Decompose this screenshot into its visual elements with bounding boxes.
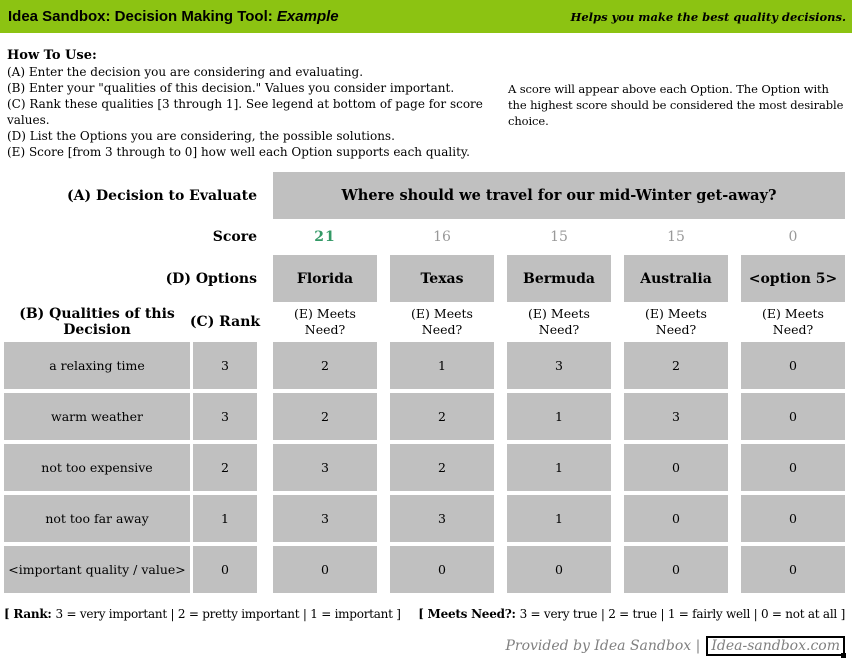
decision-label: (A) Decision to Evaluate — [67, 187, 257, 204]
quality-cell[interactable]: warm weather — [4, 393, 190, 440]
option-option5[interactable]: <option 5> — [741, 255, 845, 302]
meets-need-text: (E) Meets Need? — [645, 306, 707, 337]
rank-cell[interactable]: 3 — [193, 342, 257, 389]
score-texas: 16 — [433, 229, 451, 245]
option-bermuda[interactable]: Bermuda — [507, 255, 611, 302]
option-florida[interactable]: Florida — [273, 255, 377, 302]
value-cell[interactable]: 0 — [741, 444, 845, 491]
value-cell[interactable]: 2 — [624, 342, 728, 389]
how-to-use: How To Use: (A) Enter the decision you a… — [7, 48, 507, 160]
how-to-heading: How To Use: — [7, 48, 97, 63]
option-australia[interactable]: Australia — [624, 255, 728, 302]
legend-meets: [ Meets Need?: 3 = very true | 2 = true … — [418, 607, 845, 621]
page-title-example: Example — [276, 8, 339, 25]
page-title: Idea Sandbox: Decision Making Tool: Exam… — [0, 8, 339, 25]
value-cell[interactable]: 2 — [273, 342, 377, 389]
quality-cell[interactable]: not too expensive — [4, 444, 190, 491]
meets-need-header-1: (E) Meets Need? — [273, 302, 377, 342]
rank-header: (C) Rank — [189, 314, 261, 330]
how-to-step-d: (D) List the Options you are considering… — [7, 129, 395, 143]
score-australia: 15 — [667, 229, 685, 245]
tagline: Helps you make the best quality decision… — [570, 9, 846, 24]
value-cell[interactable]: 1 — [507, 444, 611, 491]
site-link[interactable]: Idea-sandbox.com — [706, 636, 846, 658]
value-cell[interactable]: 2 — [390, 444, 494, 491]
score-florida: 21 — [314, 229, 336, 245]
legend-rank-label: [ Rank: — [4, 607, 56, 621]
score-option5: 0 — [788, 229, 798, 245]
how-to-step-b: (B) Enter your "qualities of this decisi… — [7, 81, 455, 95]
provided-by: Provided by Idea Sandbox | — [505, 638, 701, 654]
legend-rank-text: 3 = very important | 2 = pretty importan… — [55, 607, 401, 621]
value-cell[interactable]: 2 — [273, 393, 377, 440]
footer: Provided by Idea Sandbox | Idea-sandbox.… — [505, 636, 846, 658]
decision-input[interactable]: Where should we travel for our mid-Winte… — [273, 172, 845, 219]
value-cell[interactable]: 3 — [273, 495, 377, 542]
meets-need-text: (E) Meets Need? — [294, 306, 356, 337]
value-cell[interactable]: 3 — [273, 444, 377, 491]
quality-cell[interactable]: a relaxing time — [4, 342, 190, 389]
meets-need-header-2: (E) Meets Need? — [390, 302, 494, 342]
value-cell[interactable]: 3 — [624, 393, 728, 440]
legend-meets-text: 3 = very true | 2 = true | 1 = fairly we… — [519, 607, 846, 621]
value-cell[interactable]: 0 — [741, 393, 845, 440]
value-cell[interactable]: 0 — [741, 546, 845, 593]
value-cell[interactable]: 0 — [741, 495, 845, 542]
page-title-main: Idea Sandbox: Decision Making Tool: — [8, 8, 277, 25]
how-to-step-c: (C) Rank these qualities [3 through 1]. … — [7, 97, 483, 127]
legend: [ Rank: 3 = very important | 2 = pretty … — [4, 607, 845, 621]
rank-cell[interactable]: 2 — [193, 444, 257, 491]
value-cell[interactable]: 1 — [507, 393, 611, 440]
option-texas[interactable]: Texas — [390, 255, 494, 302]
decision-matrix: (A) Decision to Evaluate Where should we… — [4, 172, 845, 593]
meets-need-text: (E) Meets Need? — [411, 306, 473, 337]
header-bar: Idea Sandbox: Decision Making Tool: Exam… — [0, 0, 852, 33]
value-cell[interactable]: 0 — [741, 342, 845, 389]
value-cell[interactable]: 0 — [624, 495, 728, 542]
rank-cell[interactable]: 0 — [193, 546, 257, 593]
score-note: A score will appear above each Option. T… — [508, 82, 844, 128]
value-cell[interactable]: 3 — [390, 495, 494, 542]
legend-rank: [ Rank: 3 = very important | 2 = pretty … — [4, 607, 401, 621]
rank-cell[interactable]: 3 — [193, 393, 257, 440]
meets-need-header-5: (E) Meets Need? — [741, 302, 845, 342]
value-cell[interactable]: 0 — [624, 546, 728, 593]
meets-need-text: (E) Meets Need? — [528, 306, 590, 337]
value-cell[interactable]: 0 — [273, 546, 377, 593]
quality-cell[interactable]: <important quality / value> — [4, 546, 190, 593]
value-cell[interactable]: 1 — [507, 495, 611, 542]
meets-need-header-3: (E) Meets Need? — [507, 302, 611, 342]
value-cell[interactable]: 2 — [390, 393, 494, 440]
score-bermuda: 15 — [550, 229, 568, 245]
meets-need-header-4: (E) Meets Need? — [624, 302, 728, 342]
score-label: Score — [212, 229, 257, 245]
legend-meets-label: [ Meets Need?: — [418, 607, 520, 621]
value-cell[interactable]: 3 — [507, 342, 611, 389]
quality-cell[interactable]: not too far away — [4, 495, 190, 542]
value-cell[interactable]: 1 — [390, 342, 494, 389]
qualities-header: (B) Qualities of this Decision — [19, 306, 175, 338]
corner-handle — [841, 653, 846, 658]
options-label: (D) Options — [165, 270, 257, 287]
meets-need-text: (E) Meets Need? — [762, 306, 824, 337]
value-cell[interactable]: 0 — [507, 546, 611, 593]
how-to-step-a: (A) Enter the decision you are consideri… — [7, 65, 364, 79]
how-to-step-e: (E) Score [from 3 through to 0] how well… — [7, 145, 470, 159]
value-cell[interactable]: 0 — [624, 444, 728, 491]
value-cell[interactable]: 0 — [390, 546, 494, 593]
rank-cell[interactable]: 1 — [193, 495, 257, 542]
